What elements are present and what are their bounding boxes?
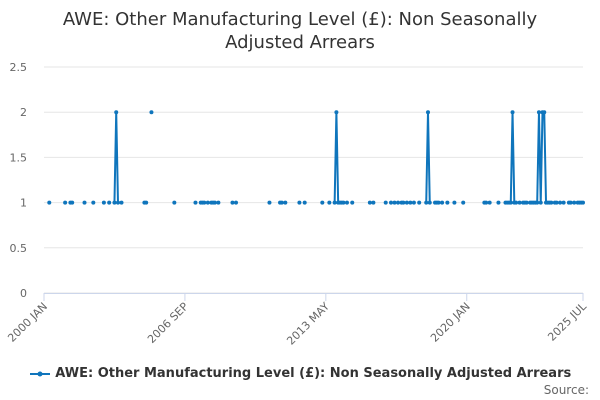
- x-tick-label: 2006 SEP: [145, 300, 191, 346]
- data-point: [401, 200, 406, 205]
- data-point: [47, 200, 52, 205]
- data-point: [524, 200, 529, 205]
- data-point: [452, 200, 457, 205]
- data-point: [212, 200, 217, 205]
- data-point: [542, 110, 547, 115]
- data-point: [517, 200, 522, 205]
- source-label: Source:: [543, 383, 589, 397]
- data-point: [63, 200, 68, 205]
- data-point: [216, 200, 221, 205]
- data-point: [327, 200, 332, 205]
- chart-title: AWE: Other Manufacturing Level (£): Non …: [62, 9, 538, 53]
- legend: AWE: Other Manufacturing Level (£): Non …: [0, 366, 600, 381]
- data-point: [367, 200, 372, 205]
- x-tick-label: 2000 JAN: [5, 300, 50, 345]
- data-point: [230, 200, 235, 205]
- plot-area: 0 0.5 1 1.5 2 2.5 2000 JAN 2006 SEP 2013 MAY 2020…: [5, 61, 589, 348]
- data-point: [568, 200, 573, 205]
- data-point: [440, 200, 445, 205]
- data-point: [302, 200, 307, 205]
- data-point: [70, 200, 75, 205]
- x-tick-label: 2013 MAY: [284, 300, 332, 348]
- data-point: [233, 200, 238, 205]
- data-point: [510, 110, 515, 115]
- data-point: [344, 200, 349, 205]
- data-point: [297, 200, 302, 205]
- data-point: [581, 200, 585, 205]
- data-point: [417, 200, 422, 205]
- data-point: [149, 110, 154, 115]
- y-tick-label: 2.5: [10, 61, 28, 74]
- data-point: [267, 200, 272, 205]
- data-point: [484, 200, 489, 205]
- data-point: [514, 200, 519, 205]
- data-point: [536, 110, 541, 115]
- data-point: [341, 200, 346, 205]
- data-point: [487, 200, 492, 205]
- data-point: [350, 200, 355, 205]
- data-point: [425, 110, 430, 115]
- data-point: [411, 200, 416, 205]
- y-tick-label: 1: [20, 197, 27, 210]
- data-point: [445, 200, 450, 205]
- data-point: [508, 200, 513, 205]
- data-point: [202, 200, 207, 205]
- data-point: [283, 200, 288, 205]
- y-tick-label: 0: [20, 287, 27, 300]
- data-point: [193, 200, 198, 205]
- data-point: [112, 200, 117, 205]
- data-point: [396, 200, 401, 205]
- data-point: [114, 110, 119, 115]
- data-point: [408, 200, 413, 205]
- data-point: [334, 110, 339, 115]
- legend-marker: [37, 371, 43, 376]
- data-point: [558, 200, 563, 205]
- legend-label: AWE: Other Manufacturing Level (£): Non …: [55, 366, 572, 381]
- legend-swatch: [29, 371, 50, 376]
- data-point: [392, 200, 397, 205]
- data-point: [496, 200, 501, 205]
- data-point: [371, 200, 376, 205]
- data-point: [404, 200, 409, 205]
- data-point: [172, 200, 177, 205]
- data-point: [535, 200, 540, 205]
- y-tick-label: 0.5: [10, 242, 28, 255]
- data-point: [107, 200, 112, 205]
- data-point: [119, 200, 124, 205]
- data-point: [320, 200, 325, 205]
- data-point: [332, 200, 337, 205]
- y-tick-label: 1.5: [10, 151, 28, 164]
- data-point: [561, 200, 566, 205]
- x-tick-label: 2025 JUL: [545, 299, 589, 343]
- data-point: [383, 200, 388, 205]
- data-point: [82, 200, 87, 205]
- data-point: [436, 200, 441, 205]
- data-point: [424, 200, 429, 205]
- data-point: [91, 200, 96, 205]
- data-point: [549, 200, 554, 205]
- data-point: [279, 200, 284, 205]
- data-point: [461, 200, 466, 205]
- data-point: [205, 200, 210, 205]
- data-point: [427, 200, 432, 205]
- data-point: [554, 200, 559, 205]
- data-point: [389, 200, 394, 205]
- data-point: [115, 200, 120, 205]
- x-tick-label: 2020 JAN: [428, 300, 473, 345]
- data-point: [101, 200, 106, 205]
- data-point: [538, 200, 543, 205]
- y-tick-label: 2: [20, 106, 27, 119]
- data-point: [572, 200, 577, 205]
- data-point: [144, 200, 149, 205]
